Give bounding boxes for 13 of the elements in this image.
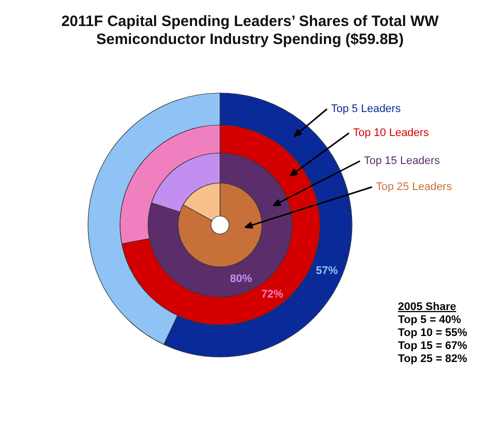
text: Top 10 = 55%	[398, 327, 468, 339]
text: Top 25 = 82%	[398, 353, 468, 365]
data-label: 57%	[316, 265, 338, 278]
data-label: 80%	[230, 272, 252, 285]
text: Top 15 = 67%	[398, 340, 468, 352]
slice-label: Top 25 Leaders	[376, 181, 452, 193]
slice-label: Top 15 Leaders	[364, 155, 440, 167]
data-label: 72%	[261, 288, 284, 300]
chart-title: 2011F Capital Spending Leaders’ Shares of Total WW Semiconductor Industry Spending ($59.8B)	[61, 13, 440, 48]
text: 2005 Share	[398, 301, 456, 313]
text: Top 5 = 40%	[398, 314, 462, 326]
slice-label: Top 5 Leaders	[331, 103, 402, 115]
slice-label: Top 10 Leaders	[353, 127, 430, 139]
